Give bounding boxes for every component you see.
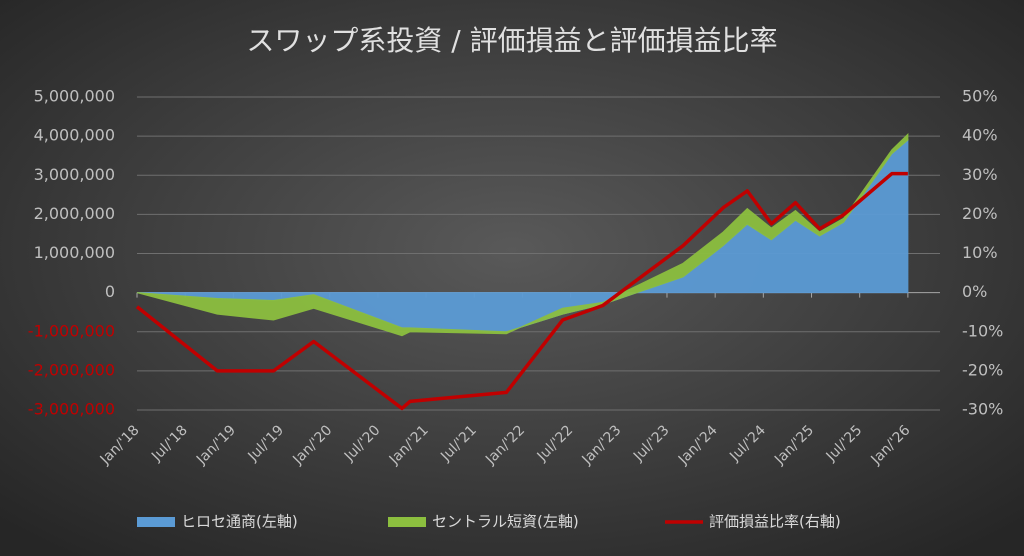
y-tick-label: 2,000,000 — [34, 204, 115, 223]
y2-tick-label: -30% — [962, 400, 1003, 419]
y2-tick-label: 10% — [962, 243, 998, 262]
y2-tick-label: 20% — [962, 204, 998, 223]
y2-tick-label: -10% — [962, 321, 1003, 340]
y2-tick-label: 50% — [962, 87, 998, 106]
legend-item: セントラル短資(左軸) — [388, 513, 579, 531]
legend-label: 評価損益比率(右軸) — [709, 513, 841, 531]
legend-item: 評価損益比率(右軸) — [665, 513, 841, 531]
y-tick-label: -2,000,000 — [28, 360, 115, 379]
legend-swatch — [137, 517, 175, 527]
y2-tick-label: -20% — [962, 360, 1003, 379]
legend-label: セントラル短資(左軸) — [432, 513, 579, 531]
legend-label: ヒロセ通商(左軸) — [181, 513, 298, 531]
legend-swatch — [388, 517, 426, 527]
y2-tick-label: 0% — [962, 282, 987, 301]
y-tick-label: 3,000,000 — [34, 165, 115, 184]
y-tick-label: 0 — [105, 282, 115, 301]
y-tick-label: -1,000,000 — [28, 321, 115, 340]
y-tick-label: 4,000,000 — [34, 126, 115, 145]
y2-tick-label: 30% — [962, 165, 998, 184]
y-tick-label: 1,000,000 — [34, 243, 115, 262]
chart-title: スワップ系投資 / 評価損益と評価損益比率 — [246, 24, 777, 57]
line — [135, 171, 908, 411]
y-tick-label: -3,000,000 — [28, 400, 115, 419]
legend-item: ヒロセ通商(左軸) — [137, 513, 298, 531]
y-tick-label: 5,000,000 — [34, 87, 115, 106]
area — [136, 132, 909, 337]
y2-tick-label: 40% — [962, 126, 998, 145]
